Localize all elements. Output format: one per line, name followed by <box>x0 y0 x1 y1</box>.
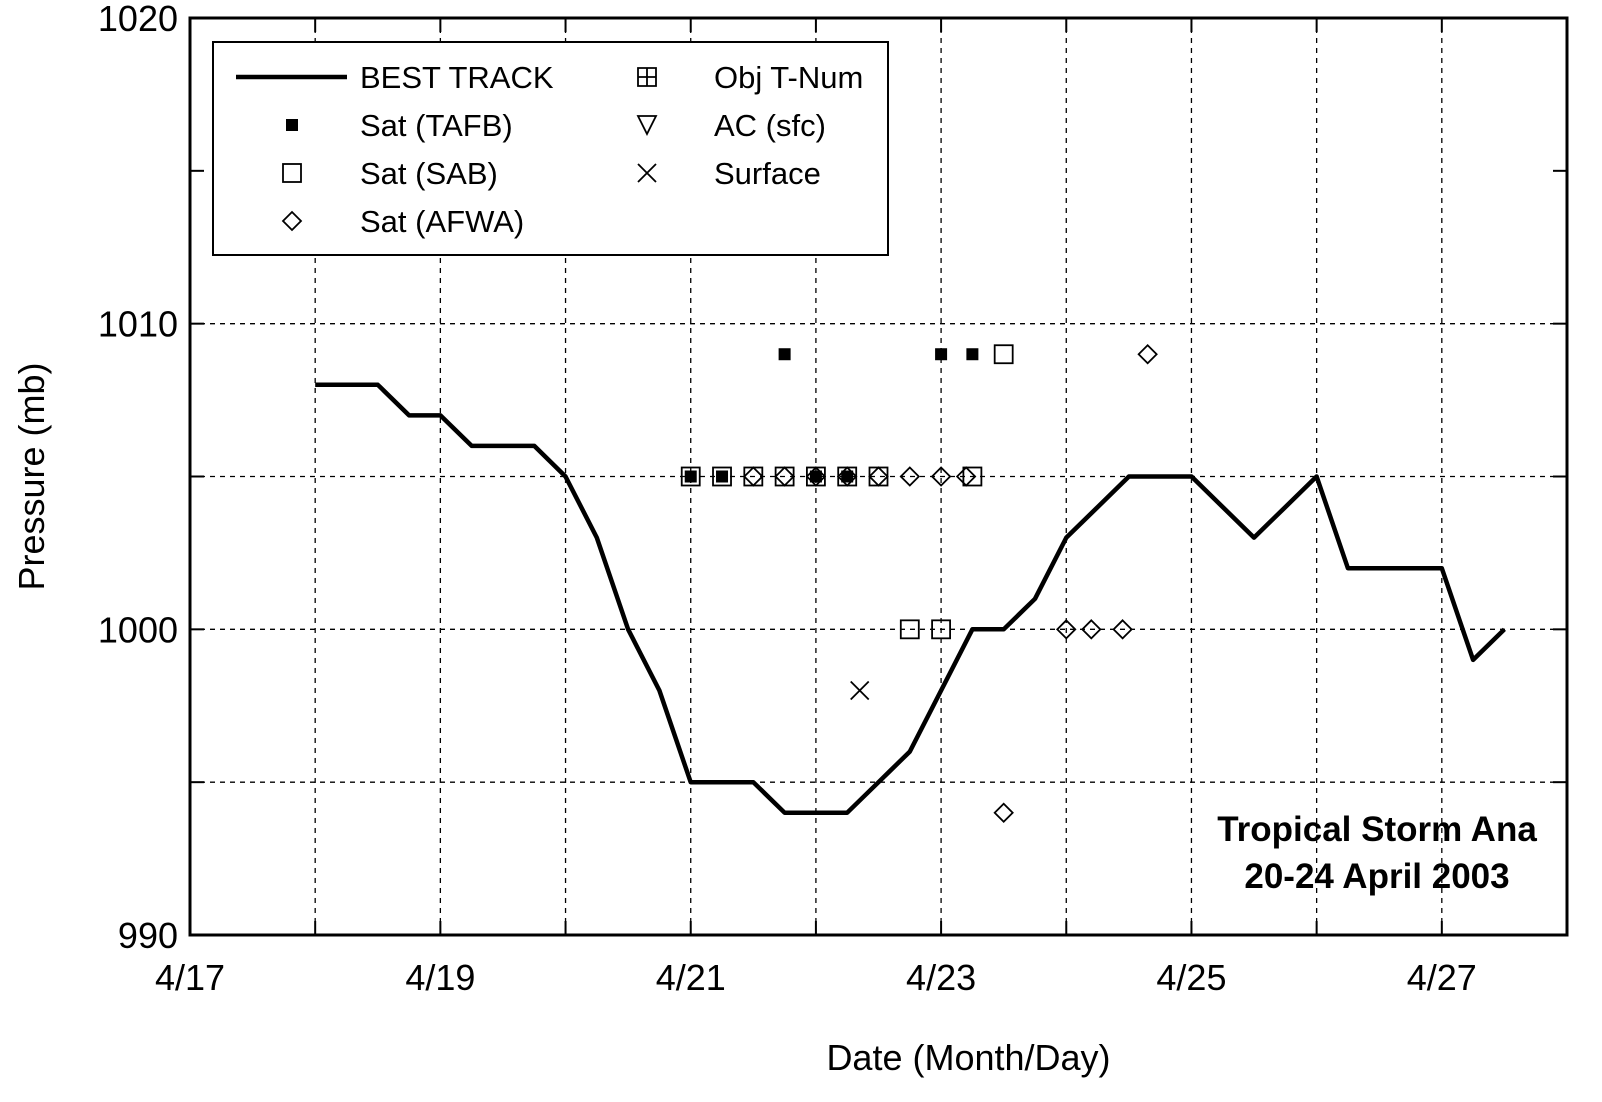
annotation-subtitle: 20-24 April 2003 <box>1244 857 1509 896</box>
sat-sab-point <box>712 466 732 487</box>
sat-afwa-point <box>899 466 921 487</box>
sat-afwa-point <box>993 802 1014 824</box>
x-tick-label: 4/17 <box>155 957 225 998</box>
legend-ac-sfc-label: AC (sfc) <box>714 108 826 143</box>
axes <box>188 16 1569 937</box>
legend-surface-swatch <box>637 163 657 183</box>
sat-tafb-point <box>966 348 979 361</box>
sat-sab-point <box>962 466 983 487</box>
sat-afwa-point <box>1081 619 1102 640</box>
sat-afwa-point <box>805 466 827 487</box>
sat-tafb-point <box>684 470 697 483</box>
sat-afwa-point <box>743 466 764 487</box>
legend: BEST TRACK Sat (TAFB) Sat (SAB) Sat (AFWA) O… <box>212 41 889 256</box>
y-tick-labels: 990 1000 1010 1020 <box>98 0 178 956</box>
sat-tafb-point <box>778 348 791 361</box>
sat-tafb-point <box>935 348 948 361</box>
x-tick-labels: 4/17 4/19 4/21 4/23 4/25 4/27 <box>155 957 1477 998</box>
x-tick-label: 4/25 <box>1156 957 1226 998</box>
sat-tafb-series <box>684 348 979 483</box>
sat-tafb-point <box>841 470 854 483</box>
legend-sat-sab-label: Sat (SAB) <box>360 156 498 191</box>
sat-afwa-point <box>1112 619 1133 640</box>
x-tick-label: 4/27 <box>1407 957 1477 998</box>
legend-sat-afwa-label: Sat (AFWA) <box>360 204 524 239</box>
y-tick-label: 1010 <box>98 304 178 345</box>
surface-series <box>850 680 870 701</box>
legend-best-track-label: BEST TRACK <box>360 60 554 95</box>
sat-afwa-point <box>868 466 889 487</box>
sat-sab-series <box>680 344 1014 640</box>
legend-sat-tafb-swatch <box>286 119 298 131</box>
y-tick-label: 990 <box>118 915 178 956</box>
sat-tafb-point <box>716 470 729 483</box>
y-tick-label: 1020 <box>98 0 178 39</box>
legend-surface-label: Surface <box>714 156 821 191</box>
annotation-title: Tropical Storm Ana <box>1217 810 1537 849</box>
sat-afwa-point <box>774 466 795 487</box>
x-axis-title: Date (Month/Day) <box>826 1037 1110 1078</box>
sat-sab-point <box>680 466 701 487</box>
x-tick-label: 4/23 <box>906 957 976 998</box>
legend-sat-afwa-swatch <box>281 210 303 232</box>
sat-afwa-point <box>836 466 858 487</box>
sat-afwa-point <box>930 466 952 487</box>
legend-sat-tafb-label: Sat (TAFB) <box>360 108 513 143</box>
best-track-line <box>315 382 1506 815</box>
sat-sab-point <box>931 619 951 640</box>
sat-afwa-point <box>955 466 977 487</box>
sat-sab-point <box>899 619 920 640</box>
surface-point <box>850 680 870 701</box>
legend-sat-sab-swatch <box>282 163 302 183</box>
legend-obj-t-num-swatch <box>637 67 657 87</box>
sat-sab-point <box>993 344 1014 365</box>
legend-obj-t-num-label: Obj T-Num <box>714 60 863 95</box>
x-tick-label: 4/21 <box>656 957 726 998</box>
sat-afwa-point <box>1137 343 1158 365</box>
y-tick-label: 1000 <box>98 609 178 650</box>
sat-afwa-series <box>743 343 1158 824</box>
sat-afwa-point <box>1055 619 1077 640</box>
x-tick-label: 4/19 <box>405 957 475 998</box>
sat-tafb-point <box>809 470 822 483</box>
y-axis-title: Pressure (mb) <box>11 362 52 590</box>
series <box>315 343 1506 824</box>
legend-ac-sfc-swatch <box>636 115 658 137</box>
